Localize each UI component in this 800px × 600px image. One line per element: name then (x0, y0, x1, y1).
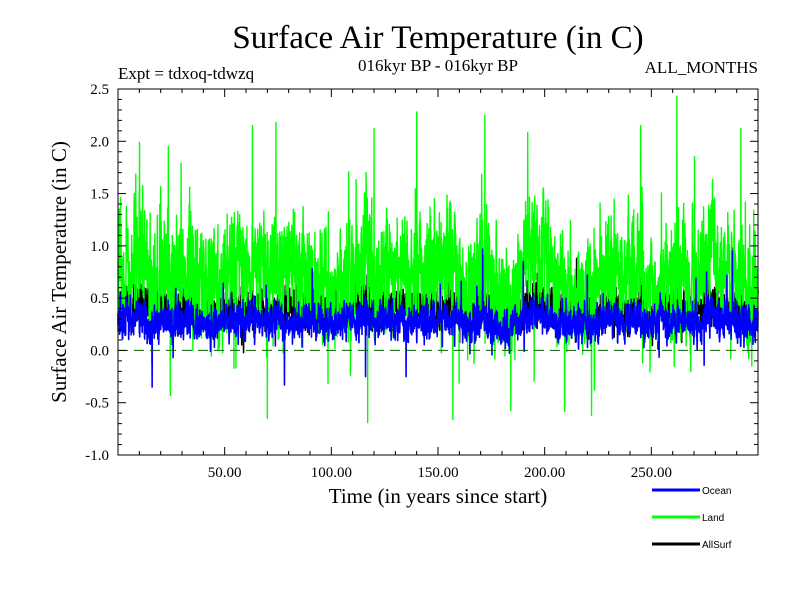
y-tick-label: -1.0 (85, 448, 109, 464)
series-line-land (117, 95, 759, 424)
legend-label-land: Land (702, 513, 724, 524)
legend-label-ocean: Ocean (702, 486, 731, 497)
chart-subtitle-left: Expt = tdxoq-tdwzq (118, 64, 255, 83)
legend-label-allsurf: AllSurf (702, 540, 732, 551)
x-tick-label: 200.00 (524, 465, 565, 481)
y-tick-label: 0.5 (90, 291, 109, 307)
x-axis-label: Time (in years since start) (329, 484, 548, 508)
y-tick-label: 2.5 (90, 82, 109, 98)
x-tick-label: 100.00 (311, 465, 352, 481)
x-axis-ticks: 50.00 100.00 150.00 200.00 250.00 (138, 89, 738, 481)
series-layer (117, 95, 759, 424)
chart-subtitle-right: ALL_MONTHS (645, 58, 758, 77)
x-tick-label: 50.00 (208, 465, 242, 481)
y-tick-label: 1.5 (90, 187, 109, 203)
y-axis-label: Surface Air Temperature (in C) (47, 141, 71, 403)
y-tick-label: 2.0 (90, 134, 109, 150)
chart-title: Surface Air Temperature (in C) (232, 20, 643, 56)
x-tick-label: 250.00 (631, 465, 672, 481)
x-tick-label: 150.00 (417, 465, 458, 481)
chart-subtitle-center: 016kyr BP - 016kyr BP (358, 56, 518, 75)
y-tick-label: -0.5 (85, 396, 109, 412)
y-axis-ticks: -1.0 -0.5 0.0 0.5 1.0 1.5 2.0 2.5 (85, 82, 758, 464)
legend: Ocean Land AllSurf (652, 486, 732, 551)
y-tick-label: 1.0 (90, 239, 109, 255)
y-tick-label: 0.0 (90, 343, 109, 359)
series-line-ocean (117, 248, 759, 388)
